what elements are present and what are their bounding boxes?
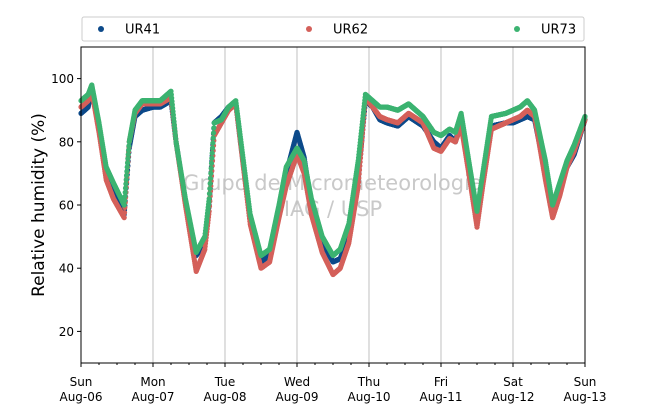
y-tick-label-100: 100: [51, 72, 74, 86]
x-axis: SunAug-06MonAug-07TueAug-08WedAug-09ThuA…: [59, 363, 607, 404]
point-UR73: [210, 135, 216, 141]
legend-marker-UR62: [306, 26, 312, 32]
x-tick-label-date-3: Aug-09: [275, 390, 318, 404]
legend-label-UR73: UR73: [541, 23, 576, 38]
legend: UR41 UR62 UR73: [81, 16, 585, 42]
y-tick-label-80: 80: [59, 135, 74, 149]
watermark: Grupo de Micrometeorologia IAG / USP: [183, 171, 483, 221]
y-tick-label-40: 40: [59, 262, 74, 276]
x-tick-label-day-6: Sat: [503, 375, 523, 389]
x-tick-label-day-1: Mon: [140, 375, 165, 389]
x-tick-label-day-3: Wed: [284, 375, 310, 389]
x-tick-label-day-2: Tue: [214, 375, 236, 389]
y-tick-label-60: 60: [59, 199, 74, 213]
point-UR73: [211, 125, 217, 131]
point-UR73: [206, 191, 213, 197]
point-UR73: [125, 156, 131, 162]
point-UR73: [126, 143, 132, 149]
point-UR73: [125, 151, 131, 158]
x-tick-label-date-4: Aug-10: [347, 390, 390, 404]
y-tick-label-20: 20: [59, 325, 74, 339]
legend-label-UR41: UR41: [125, 23, 160, 38]
point-UR73: [209, 150, 215, 156]
x-tick-label-date-0: Aug-06: [59, 390, 102, 404]
watermark-line-1: Grupo de Micrometeorologia: [183, 171, 483, 195]
series-UR73: [78, 82, 588, 259]
point-UR73: [208, 165, 214, 171]
point-UR73: [206, 196, 212, 202]
x-tick-label-date-5: Aug-11: [419, 390, 462, 404]
x-tick-label-date-1: Aug-07: [131, 390, 174, 404]
legend-marker-UR41: [98, 26, 104, 32]
x-tick-label-date-6: Aug-12: [491, 390, 534, 404]
legend-label-UR62: UR62: [333, 23, 368, 38]
point-UR73: [207, 175, 214, 182]
point-UR73: [124, 168, 130, 174]
x-tick-label-day-0: Sun: [70, 375, 93, 389]
x-tick-label-date-7: Aug-13: [563, 390, 606, 404]
y-axis: 20 40 60 80 100: [51, 72, 81, 339]
point-UR73: [208, 160, 215, 166]
point-UR73: [123, 177, 129, 183]
point-UR73: [209, 145, 216, 151]
point-UR73: [207, 180, 213, 187]
point-UR73: [207, 185, 213, 192]
point-UR62: [121, 215, 127, 221]
watermark-line-2: IAG / USP: [284, 197, 382, 221]
legend-marker-UR73: [514, 26, 520, 32]
point-UR73: [124, 160, 131, 166]
x-tick-label-date-2: Aug-08: [203, 390, 246, 404]
x-tick-label-day-4: Thu: [357, 375, 381, 389]
point-UR73: [121, 198, 128, 204]
point-UR73: [125, 147, 132, 153]
x-tick-label-day-7: Sun: [574, 375, 597, 389]
point-UR73: [121, 202, 127, 208]
point-UR73: [210, 130, 217, 136]
x-tick-label-day-5: Fri: [434, 375, 448, 389]
point-UR73: [122, 193, 128, 200]
point-UR73: [122, 185, 129, 191]
y-axis-label: Relative humidity (%): [29, 113, 49, 297]
point-UR62: [121, 209, 128, 216]
point-UR73: [210, 140, 216, 146]
point-UR73: [123, 181, 129, 187]
point-UR73: [123, 172, 130, 179]
point-UR73: [208, 170, 214, 176]
point-UR73: [122, 189, 128, 195]
point-UR73: [124, 164, 130, 170]
point-UR73: [209, 155, 215, 161]
legend-frame: [81, 16, 585, 42]
data-points: [78, 82, 588, 278]
